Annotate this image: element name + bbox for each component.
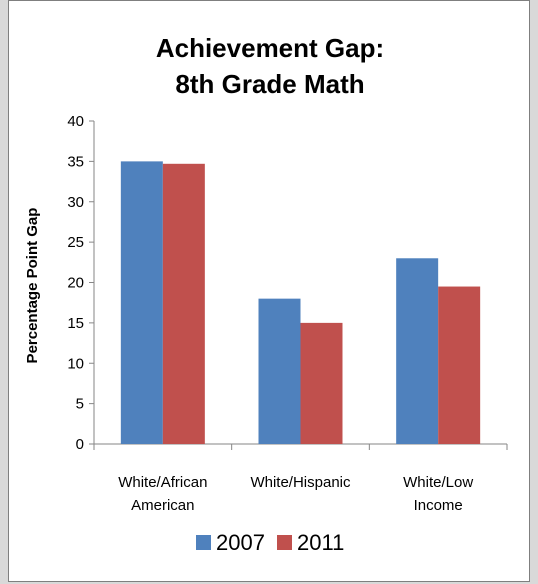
bar-2007 xyxy=(396,258,439,444)
x-category-label: Income xyxy=(414,497,463,514)
legend-label: 2007 xyxy=(216,530,265,555)
y-tick-label: 15 xyxy=(67,315,84,332)
bar-2011 xyxy=(438,286,481,444)
y-axis-ticks: 0 5 10 15 20 25 30 35 40 xyxy=(67,113,94,453)
chart-title-line: Achievement Gap: xyxy=(156,33,384,63)
y-tick-label: 35 xyxy=(67,153,84,170)
x-category-label: White/African xyxy=(118,474,207,491)
bars xyxy=(120,161,481,445)
x-category-label: American xyxy=(131,497,194,514)
y-tick-label: 0 xyxy=(76,436,84,453)
chart-title: Achievement Gap: 8th Grade Math xyxy=(156,33,384,99)
chart-frame: Achievement Gap: 8th Grade Math Percentag… xyxy=(8,0,530,582)
y-tick-label: 5 xyxy=(76,396,84,413)
y-tick-label: 25 xyxy=(67,234,84,251)
legend-swatch-2011 xyxy=(277,535,292,550)
legend-swatch-2007 xyxy=(196,535,211,550)
y-axis-title: Percentage Point Gap xyxy=(24,208,41,364)
x-axis-categories: White/African American White/Hispanic White… xyxy=(118,474,473,514)
legend: 2007 2011 xyxy=(196,530,344,555)
x-category-label: White/Low xyxy=(403,474,473,491)
bar-2007 xyxy=(258,298,301,444)
bar-2011 xyxy=(162,163,205,445)
y-tick-label: 20 xyxy=(67,275,84,292)
y-tick-label: 10 xyxy=(67,355,84,372)
y-tick-label: 40 xyxy=(67,113,84,130)
bar-chart: Achievement Gap: 8th Grade Math Percentag… xyxy=(24,33,508,555)
chart-title-line: 8th Grade Math xyxy=(175,69,364,99)
y-axis-label: Percentage Point Gap xyxy=(24,208,41,364)
bar-2011 xyxy=(300,322,343,444)
legend-label: 2011 xyxy=(297,530,344,555)
y-tick-label: 30 xyxy=(67,194,84,211)
bar-2007 xyxy=(120,161,163,444)
x-category-label: White/Hispanic xyxy=(250,474,351,491)
